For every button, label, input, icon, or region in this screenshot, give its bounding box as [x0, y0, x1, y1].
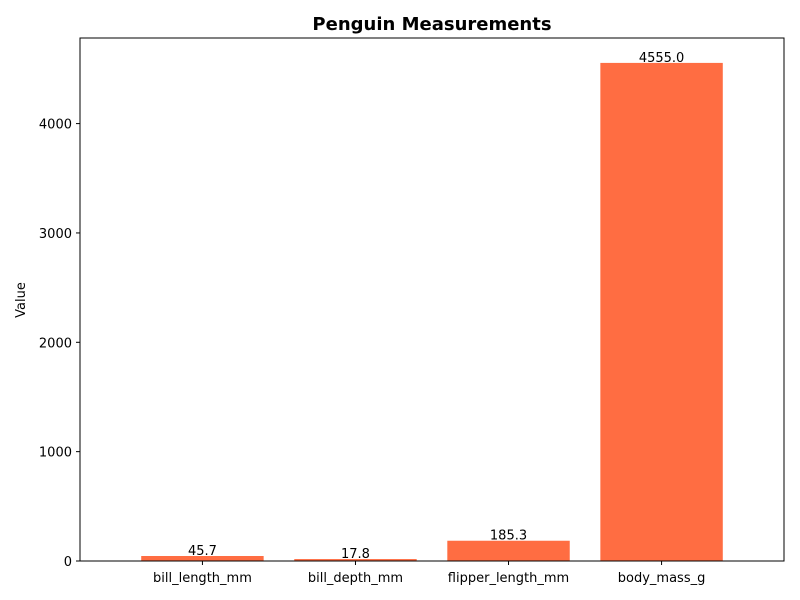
data-labels-group: 45.7 17.8 185.3 4555.0: [188, 51, 684, 562]
y-tick-label-2000: 2000: [39, 336, 72, 351]
x-tick-label-body_mass_g: body_mass_g: [618, 571, 706, 586]
x-tick-label-flipper_length_mm: flipper_length_mm: [448, 571, 569, 586]
x-axis-ticks: bill_length_mm bill_depth_mm flipper_lengt…: [153, 561, 705, 586]
y-axis-label: Value: [14, 282, 29, 318]
data-label-flipper_length_mm: 185.3: [490, 529, 527, 544]
chart-title: Penguin Measurements: [312, 14, 551, 35]
bars-group: [141, 62, 723, 562]
data-label-bill_length_mm: 45.7: [188, 544, 217, 559]
y-tick-label-3000: 3000: [39, 227, 72, 242]
bar-bill_depth_mm: [294, 559, 417, 561]
bar-body_mass_g: [600, 62, 723, 562]
x-tick-label-bill_length_mm: bill_length_mm: [153, 571, 252, 586]
y-tick-label-1000: 1000: [39, 446, 72, 461]
y-tick-label-0: 0: [64, 555, 72, 570]
bar-flipper_length_mm: [447, 540, 570, 561]
plot-frame: [79, 37, 785, 562]
y-tick-label-4000: 4000: [39, 118, 72, 133]
bar-bill_length_mm: [141, 556, 264, 561]
data-label-body_mass_g: 4555.0: [639, 51, 685, 66]
x-tick-label-bill_depth_mm: bill_depth_mm: [308, 571, 403, 586]
data-label-bill_depth_mm: 17.8: [341, 547, 370, 562]
y-axis-ticks: 0 1000 2000 3000 4000: [39, 118, 80, 570]
